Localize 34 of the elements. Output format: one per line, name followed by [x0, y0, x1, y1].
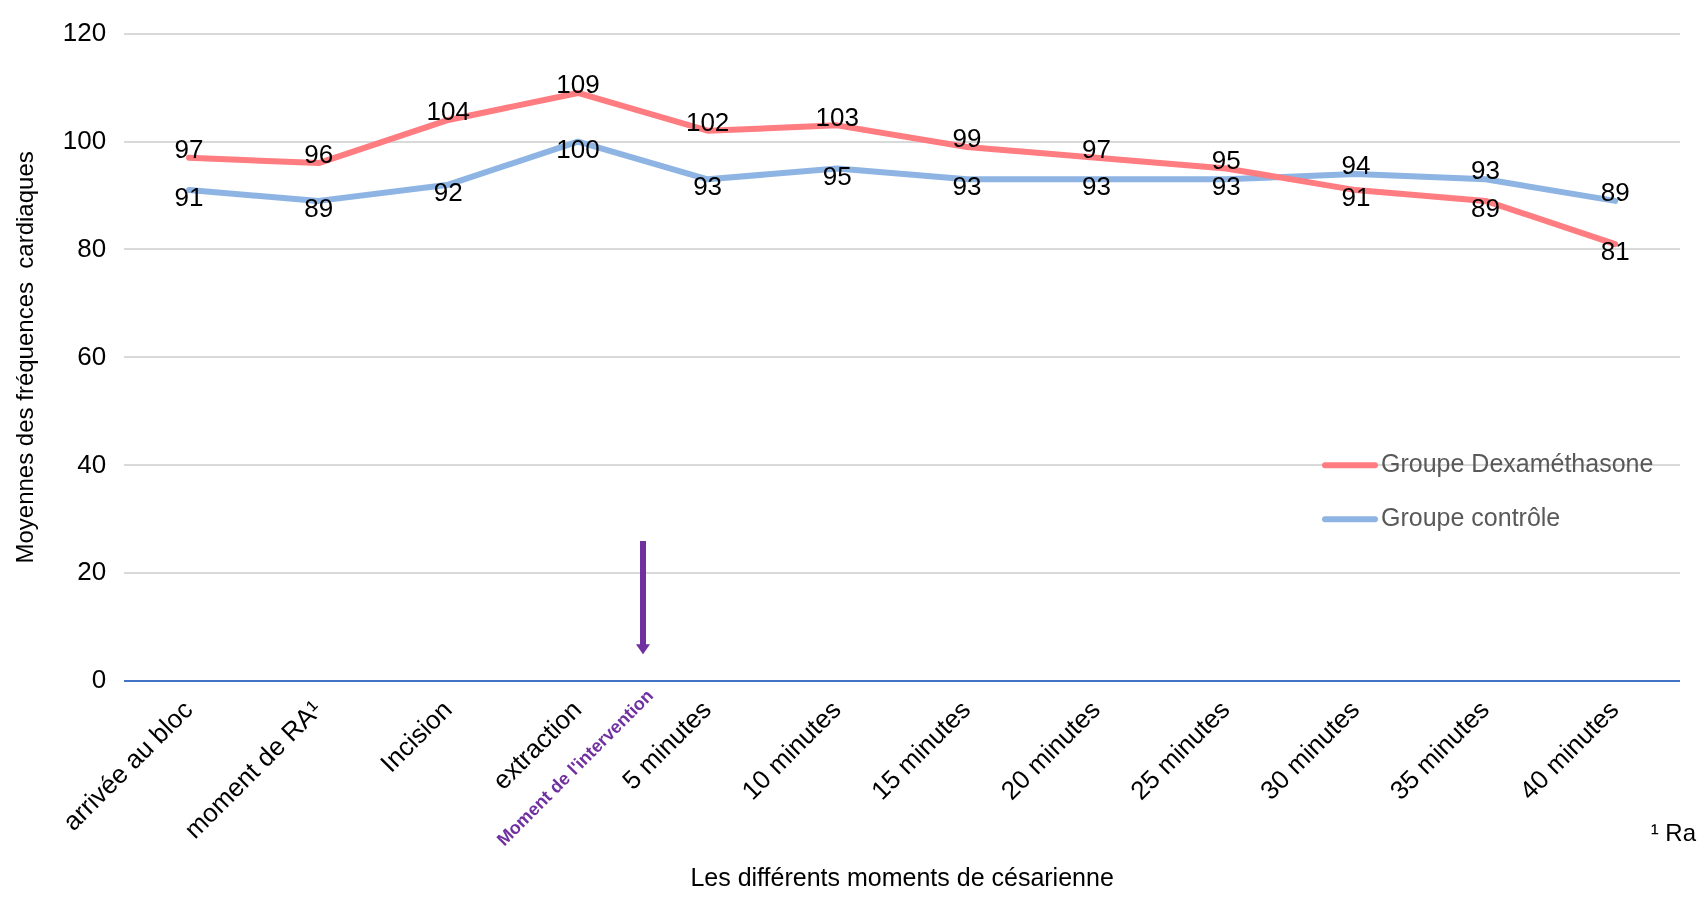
data-label: 92: [433, 176, 463, 207]
data-label: 91: [1341, 182, 1371, 213]
legend-label: Groupe Dexaméthasone: [1381, 449, 1654, 478]
data-label: 97: [1082, 133, 1112, 164]
data-label: 100: [556, 133, 600, 164]
data-label: 93: [1471, 155, 1500, 186]
y-tick-label: 60: [77, 340, 107, 371]
data-label: 94: [1341, 150, 1371, 181]
data-label: 102: [685, 106, 730, 137]
data-label: 97: [174, 133, 204, 164]
data-label: 103: [815, 101, 859, 132]
data-label: 99: [952, 123, 982, 154]
y-tick-label: 100: [62, 124, 107, 155]
data-label: 104: [426, 96, 470, 127]
data-label: 89: [1471, 193, 1500, 224]
data-label: 109: [556, 69, 600, 100]
x-axis-title: Les différents moments de césarienne: [690, 862, 1114, 891]
y-axis-title: Moyennes des fréquences cardiaques: [11, 151, 39, 564]
data-label: 96: [304, 139, 334, 170]
data-label: 81: [1600, 236, 1630, 267]
data-label: 89: [1600, 177, 1630, 208]
data-label: 93: [952, 171, 982, 202]
data-label: 95: [822, 160, 852, 191]
legend-label: Groupe contrôle: [1381, 503, 1561, 532]
y-tick-label: 120: [62, 16, 107, 47]
y-tick-label: 40: [77, 448, 107, 479]
y-tick-label: 20: [77, 556, 107, 587]
data-label: 93: [693, 171, 723, 202]
y-tick-label: 80: [77, 232, 107, 263]
data-label: 93: [1082, 171, 1112, 202]
data-label: 91: [174, 182, 204, 213]
text: ¹ Ra: [1650, 818, 1697, 846]
y-tick-label: 0: [91, 664, 107, 695]
data-label: 89: [304, 193, 334, 224]
